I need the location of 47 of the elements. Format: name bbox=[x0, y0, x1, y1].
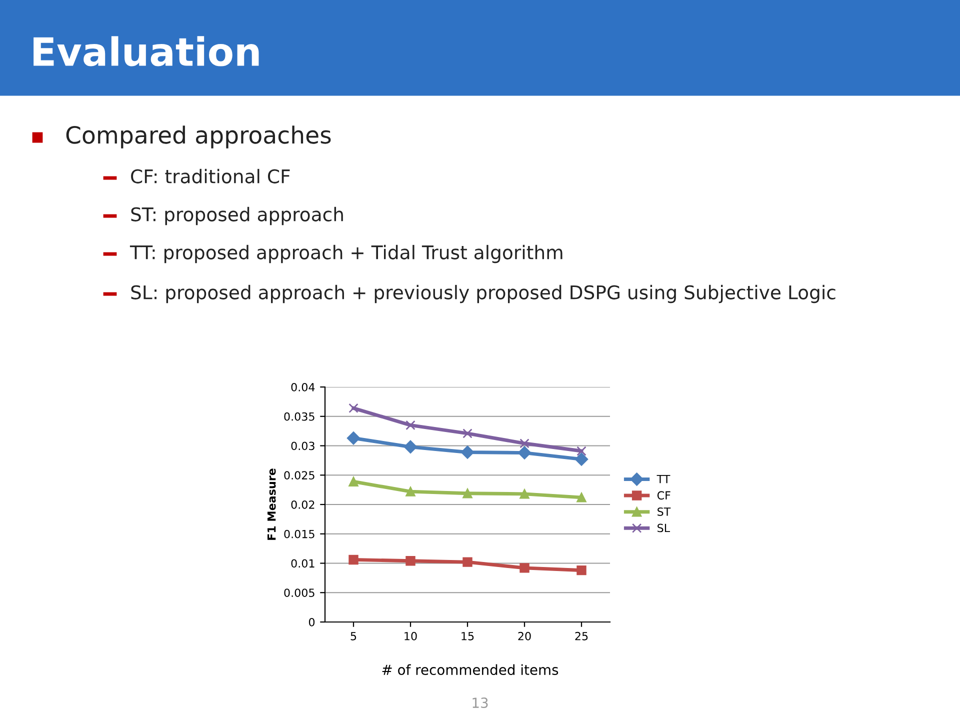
y-tick-label: 0.02 bbox=[291, 500, 314, 509]
text: CF: traditional CF bbox=[131, 168, 290, 184]
y-tick-label: 0.005 bbox=[284, 588, 314, 598]
point bbox=[520, 489, 530, 499]
point bbox=[462, 557, 472, 567]
legend-label: SL bbox=[658, 524, 670, 532]
y-tick-label: 0 bbox=[308, 618, 315, 626]
point bbox=[462, 488, 472, 498]
text: TT: proposed approach + Tidal Trust algorithm bbox=[130, 244, 562, 264]
text: SL: proposed approach + previously proposed DSPG using Subjective Logic bbox=[131, 284, 836, 304]
point bbox=[574, 452, 588, 466]
y-tick-label: 0.04 bbox=[291, 382, 315, 392]
point bbox=[576, 492, 586, 502]
x-tick-label: 25 bbox=[575, 632, 588, 640]
point bbox=[576, 565, 586, 576]
y-axis-title: F1 Measure bbox=[268, 468, 276, 540]
y-tick-label: 0.01 bbox=[291, 559, 314, 568]
y-tick-label: 0.035 bbox=[284, 412, 314, 421]
y-tick-label: 0.025 bbox=[284, 471, 314, 480]
point bbox=[520, 563, 530, 573]
x-tick-label: 5 bbox=[350, 632, 356, 640]
point bbox=[460, 446, 474, 459]
x-tick-label: 20 bbox=[518, 632, 531, 640]
point bbox=[404, 440, 418, 454]
legend-label: ST bbox=[658, 507, 671, 516]
x-tick-label: 15 bbox=[462, 632, 474, 640]
point bbox=[406, 556, 416, 566]
point bbox=[348, 554, 358, 565]
text: 13 bbox=[472, 698, 488, 708]
point bbox=[520, 438, 530, 448]
point bbox=[406, 420, 416, 430]
point bbox=[576, 446, 586, 456]
point bbox=[348, 403, 358, 414]
x-axis-title: # of recommended items bbox=[382, 664, 558, 676]
point bbox=[518, 446, 532, 460]
point bbox=[406, 486, 416, 496]
text: ST: proposed approach bbox=[131, 206, 343, 226]
legend-label: TT bbox=[656, 475, 670, 484]
point bbox=[462, 428, 472, 438]
x-tick-label: 10 bbox=[404, 632, 417, 640]
legend-label: CF bbox=[657, 491, 670, 500]
point bbox=[348, 476, 358, 486]
text: Compared approaches bbox=[66, 126, 331, 148]
y-tick-label: 0.03 bbox=[291, 442, 314, 450]
y-tick-label: 0.015 bbox=[284, 530, 314, 538]
point bbox=[346, 432, 360, 445]
chart-title: Evaluation bbox=[34, 36, 259, 66]
